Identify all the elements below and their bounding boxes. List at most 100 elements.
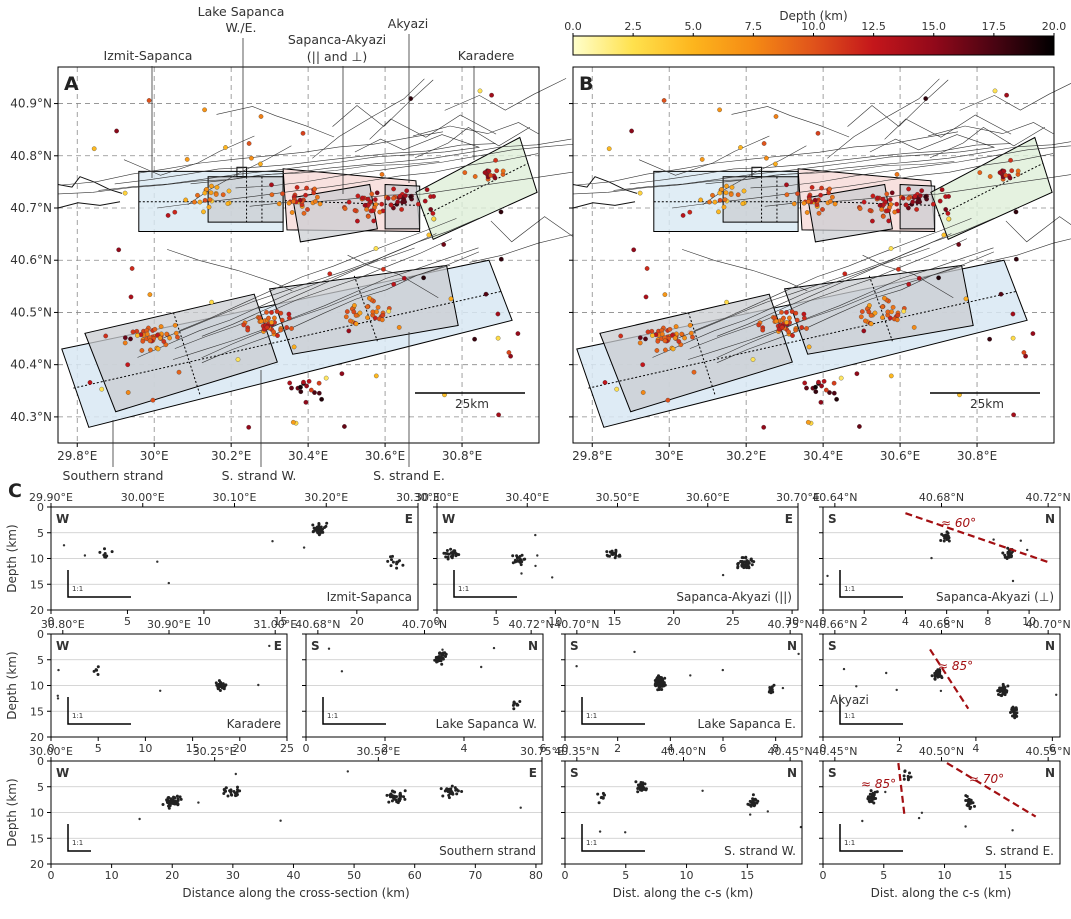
event-point	[284, 325, 290, 330]
cross-section-frame	[436, 506, 799, 611]
fault-line	[862, 254, 954, 298]
event-point	[884, 191, 890, 197]
event-point	[1009, 168, 1015, 174]
event-point	[269, 192, 275, 198]
event-point	[1015, 711, 1019, 715]
event-point	[386, 559, 390, 563]
event-point	[869, 789, 873, 793]
event-point	[941, 232, 947, 238]
depth-tick-label: 10	[30, 553, 44, 566]
event-point	[91, 146, 97, 152]
event-point	[274, 309, 280, 314]
event-point	[209, 299, 214, 305]
event-point	[806, 199, 811, 204]
event-point	[946, 537, 950, 541]
event-point	[340, 670, 344, 673]
event-point	[636, 783, 640, 787]
dip-line	[897, 762, 906, 816]
event-point	[1010, 335, 1016, 341]
event-point	[691, 369, 697, 375]
event-point	[874, 797, 878, 800]
event-point	[680, 213, 686, 218]
event-point	[842, 667, 846, 671]
direction-right: E	[405, 512, 413, 526]
event-point	[258, 318, 264, 324]
event-point	[930, 201, 936, 207]
event-point	[827, 390, 832, 395]
colorbar-tick-label: 17.5	[982, 20, 1007, 33]
event-point	[286, 311, 292, 317]
x-tick-label: 0	[48, 869, 55, 882]
event-point	[882, 295, 887, 301]
event-point	[945, 530, 949, 534]
event-point	[768, 686, 772, 689]
event-point	[428, 207, 434, 212]
event-point	[863, 318, 868, 324]
top-tick-label: 40.35°N	[554, 745, 599, 758]
event-point	[114, 128, 119, 134]
direction-left: S	[828, 639, 837, 653]
event-point	[230, 793, 234, 797]
coastline	[57, 176, 123, 194]
event-point	[764, 155, 769, 161]
event-point	[736, 562, 740, 566]
event-point	[750, 563, 754, 567]
event-point	[770, 688, 774, 692]
event-point	[832, 201, 838, 207]
scale-ratio-marker	[839, 570, 903, 598]
scale-ratio-marker	[839, 697, 903, 725]
event-point	[339, 371, 345, 377]
event-point	[99, 386, 105, 392]
x-tick-label: 4	[667, 742, 674, 755]
cross-section-name: Izmit-Sapanca	[327, 590, 412, 604]
lat-tick-label: 40.7°N	[10, 201, 52, 215]
colorbar-tick-label: 12.5	[861, 20, 886, 33]
event-point	[936, 275, 941, 281]
event-point	[900, 195, 906, 201]
event-point	[755, 801, 759, 805]
event-point	[834, 396, 839, 402]
top-tick-label: 30.30°E	[396, 491, 440, 504]
cross-section-10: 0 5 10 15 40.45°N 40.50°N 40.55°N 1:1 S N S. stran…	[812, 745, 1071, 882]
cross-section-frame	[50, 760, 543, 865]
top-tick-label: 40.70°N	[554, 618, 599, 631]
event-point	[831, 390, 837, 396]
label-lake-sapanca-sub: W./E.	[226, 20, 257, 35]
event-point	[939, 689, 943, 693]
event-point	[391, 560, 395, 564]
event-point	[710, 192, 715, 198]
event-point	[397, 193, 403, 199]
event-point	[399, 207, 404, 212]
depth-tick-label: 5	[37, 527, 44, 540]
event-point	[271, 540, 274, 543]
event-point	[676, 339, 682, 344]
event-point	[355, 193, 361, 199]
event-point	[965, 795, 969, 798]
event-point	[943, 207, 949, 212]
event-point	[682, 335, 687, 341]
event-point	[398, 798, 402, 802]
event-point	[313, 528, 317, 532]
event-point	[870, 793, 874, 796]
event-point	[197, 801, 200, 804]
scalebar-label: 25km	[455, 397, 489, 411]
event-point	[690, 334, 695, 340]
top-tick-label: 40.68°N	[919, 491, 964, 504]
event-point	[96, 673, 100, 676]
event-point	[1006, 684, 1010, 688]
label-sapanca-akyazi: Sapanca-Akyazi	[288, 32, 386, 47]
event-point	[393, 794, 396, 798]
lon-tick-label: 30.8°E	[442, 449, 482, 463]
depth-tick-label: 20	[30, 731, 44, 744]
event-point	[346, 770, 349, 773]
event-point	[236, 788, 239, 792]
x-tick-label: 0	[303, 742, 310, 755]
event-point	[301, 210, 307, 216]
event-point	[597, 801, 601, 805]
event-point	[431, 216, 437, 222]
coastline	[572, 176, 638, 194]
event-point	[1009, 711, 1012, 714]
event-point	[223, 145, 228, 150]
event-point	[178, 795, 182, 799]
event-point	[751, 793, 755, 797]
